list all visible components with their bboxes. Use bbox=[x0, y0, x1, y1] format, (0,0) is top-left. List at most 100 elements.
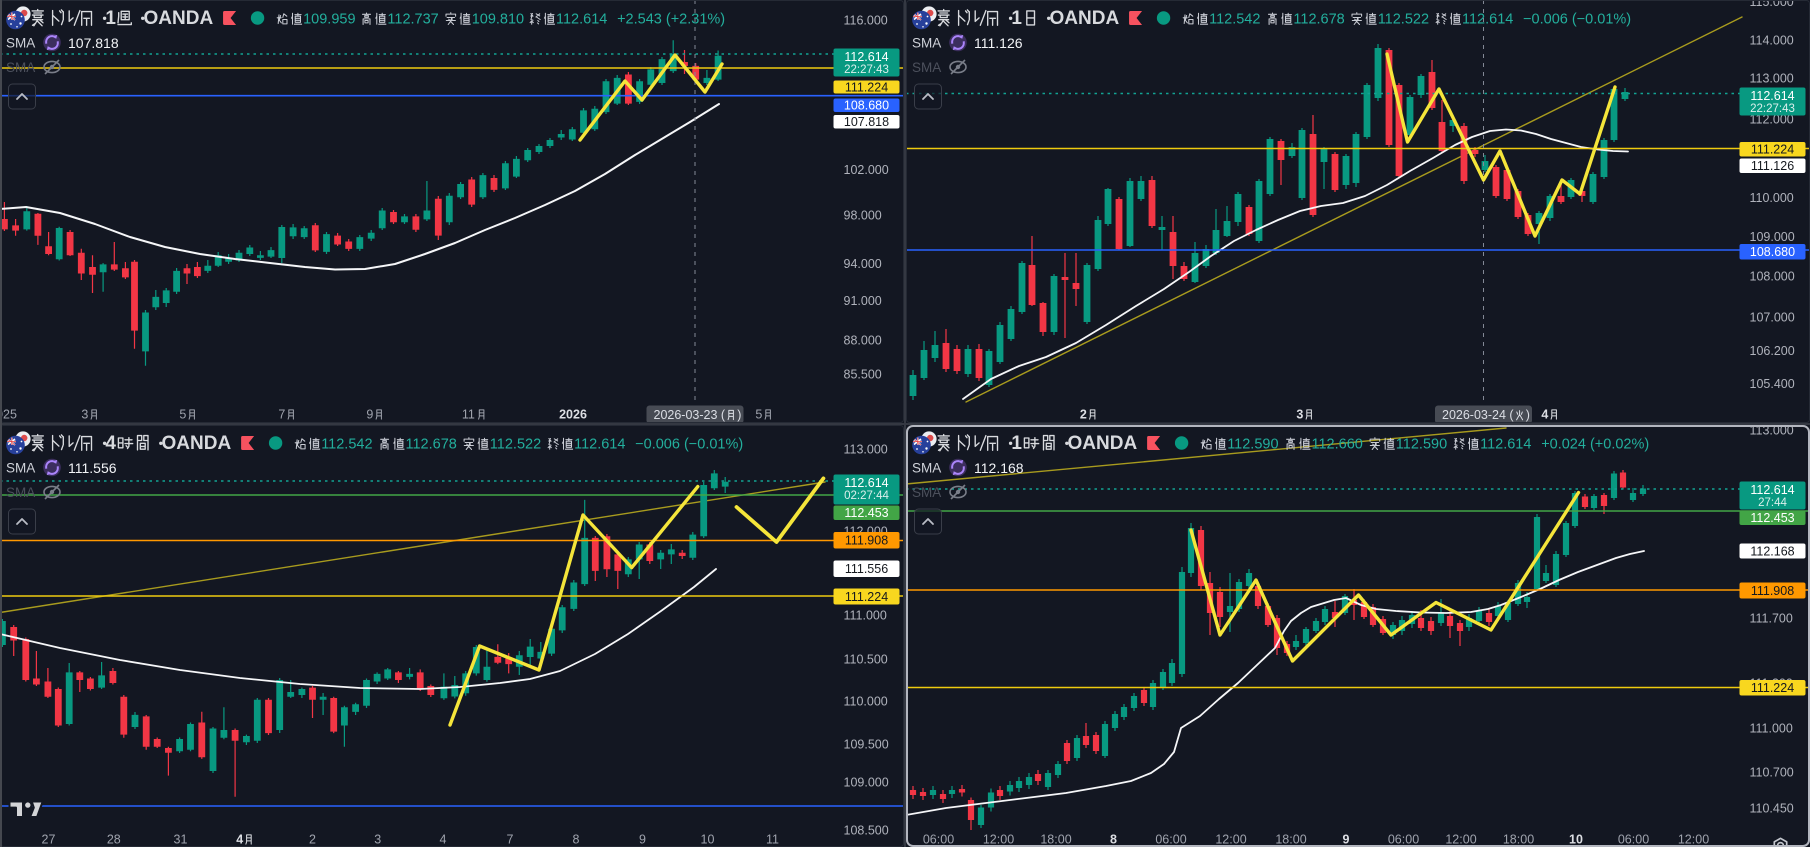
svg-text:114.000: 114.000 bbox=[1750, 33, 1794, 47]
svg-text:107.000: 107.000 bbox=[1750, 310, 1795, 324]
svg-text:112.453: 112.453 bbox=[844, 506, 888, 520]
svg-text:111.556: 111.556 bbox=[845, 562, 888, 576]
svg-text:116.000: 116.000 bbox=[844, 13, 888, 27]
svg-text:111.224: 111.224 bbox=[845, 80, 888, 94]
svg-text:06:00: 06:00 bbox=[923, 833, 954, 847]
svg-text:110.500: 110.500 bbox=[844, 652, 888, 666]
svg-text:02:27:44: 02:27:44 bbox=[844, 490, 889, 502]
svg-text:9: 9 bbox=[1343, 833, 1350, 847]
svg-text:98.000: 98.000 bbox=[844, 208, 882, 222]
svg-text:): ) bbox=[737, 408, 741, 422]
svg-text:3: 3 bbox=[1296, 408, 1303, 422]
svg-text:2026-03-24 (: 2026-03-24 ( bbox=[1442, 408, 1514, 422]
svg-text:3: 3 bbox=[374, 833, 381, 847]
svg-text:85.500: 85.500 bbox=[844, 367, 882, 381]
svg-text:112.614: 112.614 bbox=[574, 437, 625, 453]
svg-text:1: 1 bbox=[1011, 8, 1022, 29]
svg-text:12:00: 12:00 bbox=[1215, 833, 1246, 847]
svg-text:111.000: 111.000 bbox=[1750, 721, 1793, 735]
svg-text:88.000: 88.000 bbox=[844, 333, 882, 347]
svg-text:12:00: 12:00 bbox=[983, 833, 1014, 847]
svg-text:9: 9 bbox=[639, 833, 646, 847]
svg-text:105.400: 105.400 bbox=[1750, 377, 1795, 391]
svg-text:8: 8 bbox=[1110, 833, 1117, 847]
svg-text:SMA: SMA bbox=[912, 485, 941, 500]
svg-text:112.522: 112.522 bbox=[1378, 12, 1429, 28]
svg-text:109.959: 109.959 bbox=[303, 12, 355, 28]
svg-text:18:00: 18:00 bbox=[1503, 833, 1534, 847]
svg-text:108.000: 108.000 bbox=[1750, 270, 1795, 284]
svg-text:5: 5 bbox=[755, 408, 762, 422]
svg-text:28: 28 bbox=[107, 833, 121, 847]
svg-text:111.224: 111.224 bbox=[845, 590, 888, 604]
svg-text:112.590: 112.590 bbox=[1227, 437, 1278, 453]
svg-text:108.500: 108.500 bbox=[844, 823, 889, 837]
svg-text:112.590: 112.590 bbox=[1396, 437, 1447, 453]
svg-text:27: 27 bbox=[42, 833, 56, 847]
svg-text:11: 11 bbox=[766, 833, 779, 847]
svg-text:112.614: 112.614 bbox=[1750, 483, 1794, 497]
svg-text:111.000: 111.000 bbox=[844, 608, 887, 622]
svg-text:06:00: 06:00 bbox=[1618, 833, 1649, 847]
svg-text:106.200: 106.200 bbox=[1750, 344, 1795, 358]
svg-text:18:00: 18:00 bbox=[1275, 833, 1306, 847]
svg-text:+2.543 (+2.31%): +2.543 (+2.31%) bbox=[617, 12, 725, 28]
svg-text:110.700: 110.700 bbox=[1750, 765, 1794, 779]
svg-text:SMA: SMA bbox=[912, 461, 941, 476]
svg-text:4: 4 bbox=[105, 433, 116, 454]
svg-text:109.000: 109.000 bbox=[1750, 230, 1795, 244]
svg-text:OANDA: OANDA bbox=[162, 433, 232, 454]
svg-text:22:27:43: 22:27:43 bbox=[844, 64, 889, 76]
svg-text:110.000: 110.000 bbox=[844, 694, 888, 708]
svg-text:110.450: 110.450 bbox=[1750, 801, 1794, 815]
svg-text:111.126: 111.126 bbox=[974, 35, 1023, 51]
svg-text:06:00: 06:00 bbox=[1155, 833, 1186, 847]
svg-text:111.908: 111.908 bbox=[845, 534, 888, 548]
svg-text:11: 11 bbox=[462, 408, 475, 422]
svg-text:22:27:43: 22:27:43 bbox=[1750, 103, 1795, 115]
svg-text:7: 7 bbox=[278, 408, 285, 422]
svg-text:109.500: 109.500 bbox=[844, 737, 889, 751]
svg-text:+0.024 (+0.02%): +0.024 (+0.02%) bbox=[1541, 437, 1649, 453]
svg-text:112.168: 112.168 bbox=[1750, 544, 1794, 558]
svg-text:109.810: 109.810 bbox=[472, 12, 524, 28]
svg-text:112.614: 112.614 bbox=[1462, 12, 1513, 28]
svg-text:2026-03-23 (: 2026-03-23 ( bbox=[654, 408, 726, 422]
svg-text:109.000: 109.000 bbox=[844, 775, 889, 789]
svg-text:4: 4 bbox=[236, 833, 243, 847]
svg-text:SMA: SMA bbox=[6, 36, 35, 51]
svg-text:112.678: 112.678 bbox=[406, 437, 457, 453]
svg-text:112.737: 112.737 bbox=[387, 12, 438, 28]
svg-text:112.614: 112.614 bbox=[556, 12, 607, 28]
svg-text:27:44: 27:44 bbox=[1758, 497, 1787, 509]
svg-text:112.614: 112.614 bbox=[844, 50, 888, 64]
svg-text:7: 7 bbox=[507, 833, 514, 847]
svg-text:10: 10 bbox=[701, 833, 715, 847]
svg-text:102.000: 102.000 bbox=[844, 163, 889, 177]
svg-text:12:00: 12:00 bbox=[1678, 833, 1709, 847]
svg-text:112.614: 112.614 bbox=[844, 476, 888, 490]
svg-text:112.522: 112.522 bbox=[490, 437, 541, 453]
svg-text:112.542: 112.542 bbox=[1209, 12, 1260, 28]
svg-text:1: 1 bbox=[1011, 433, 1022, 454]
svg-text:2026: 2026 bbox=[559, 408, 587, 422]
svg-text:OANDA: OANDA bbox=[1068, 433, 1138, 454]
svg-text:115.000: 115.000 bbox=[1750, 0, 1794, 9]
svg-text:OANDA: OANDA bbox=[1050, 8, 1120, 29]
svg-text:112.168: 112.168 bbox=[974, 460, 1024, 476]
svg-text:112.614: 112.614 bbox=[1480, 437, 1531, 453]
svg-text:SMA: SMA bbox=[6, 60, 35, 75]
svg-text:SMA: SMA bbox=[912, 60, 941, 75]
svg-text:31: 31 bbox=[174, 833, 188, 847]
svg-text:10: 10 bbox=[1569, 833, 1583, 847]
svg-text:06:00: 06:00 bbox=[1388, 833, 1419, 847]
svg-text:108.680: 108.680 bbox=[1750, 245, 1795, 259]
svg-text:SMA: SMA bbox=[6, 485, 35, 500]
svg-text:110.000: 110.000 bbox=[1750, 191, 1794, 205]
svg-text:8: 8 bbox=[573, 833, 580, 847]
svg-text:2: 2 bbox=[1080, 408, 1087, 422]
svg-text:107.818: 107.818 bbox=[68, 35, 119, 51]
svg-text:18:00: 18:00 bbox=[1040, 833, 1071, 847]
svg-text:2025: 2025 bbox=[0, 408, 17, 422]
svg-text:107.818: 107.818 bbox=[844, 115, 889, 129]
